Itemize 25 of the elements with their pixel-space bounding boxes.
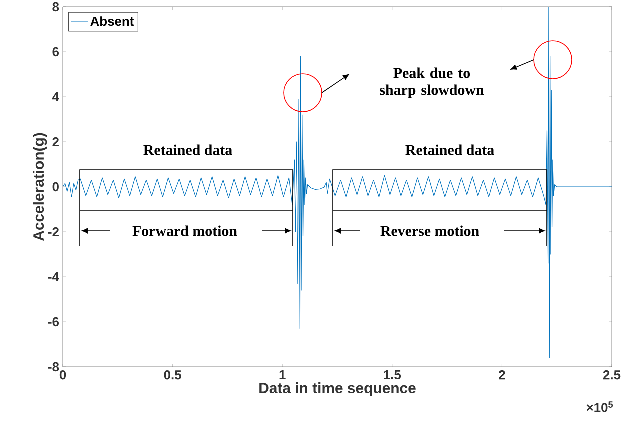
x-tick-label: 1 <box>280 370 286 380</box>
text: ×10$^{5}$ <box>586 402 614 412</box>
line-series <box>63 6 612 358</box>
y-tick-label: 2 <box>52 137 59 147</box>
annotation: Retained data <box>144 144 232 156</box>
y-tick-label: -2 <box>48 227 59 237</box>
y-tick-label: 6 <box>52 47 60 57</box>
y-tick-label: -4 <box>48 272 60 282</box>
y-tick-label: -8 <box>48 362 60 372</box>
x-tick-label: 2.5 <box>603 370 621 380</box>
y-axis-title: Acceleration(g) <box>33 133 48 242</box>
annotation: Retained data <box>406 144 494 156</box>
x-tick-label: 1.5 <box>384 370 402 380</box>
x-tick-label: 0 <box>60 370 66 380</box>
annotation: Peak due to sharp slowdown <box>380 68 484 98</box>
x-tick-label: 2 <box>499 370 506 380</box>
x-tick-label: 0.5 <box>164 370 182 380</box>
y-tick-label: 4 <box>52 92 60 102</box>
annotation: Forward motion <box>132 226 238 236</box>
legend-label: Absent <box>90 16 134 26</box>
y-tick-label: 8 <box>52 2 60 12</box>
y-tick-label: 0 <box>52 182 59 192</box>
x-axis-title: Data in time sequence <box>260 382 416 396</box>
annotation: Reverse motion <box>380 226 480 236</box>
y-tick-label: -6 <box>48 317 60 327</box>
